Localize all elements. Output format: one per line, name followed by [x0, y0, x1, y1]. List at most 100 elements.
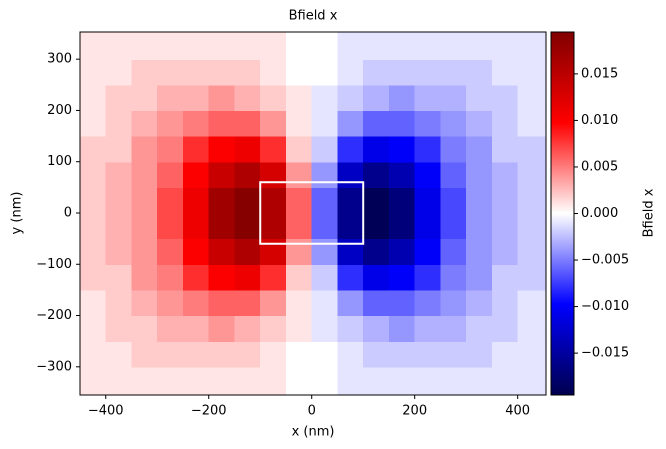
chart-title: Bfield x	[289, 9, 338, 24]
heatmap-cell	[285, 341, 313, 368]
heatmap-cell	[208, 110, 236, 137]
heatmap-cell	[234, 341, 261, 368]
heatmap-cell	[440, 366, 467, 396]
heatmap-cell	[80, 315, 107, 342]
heatmap-cell	[311, 238, 339, 265]
heatmap-cell	[311, 289, 339, 317]
heatmap-cell	[80, 238, 107, 265]
heatmap-cell	[466, 32, 493, 60]
heatmap-cell	[491, 161, 519, 188]
heatmap-cell	[260, 212, 287, 240]
heatmap-cell	[285, 59, 313, 86]
heatmap-cell	[182, 366, 210, 396]
heatmap-cell	[414, 110, 442, 137]
heatmap-cell	[157, 136, 184, 163]
heatmap-cell	[311, 366, 339, 396]
heatmap-cell	[182, 289, 210, 317]
heatmap-cell	[105, 59, 133, 86]
heatmap-cell	[517, 212, 547, 240]
heatmap-cell	[363, 32, 390, 60]
heatmap-cell	[208, 238, 236, 265]
heatmap-cell	[80, 212, 107, 240]
heatmap-cell	[363, 110, 390, 137]
heatmap-cell	[260, 161, 287, 188]
x-axis-label: x (nm)	[292, 425, 335, 440]
heatmap-cell	[466, 238, 493, 265]
heatmap-cell	[337, 187, 364, 214]
heatmap-cell	[182, 84, 210, 112]
x-tick-label: 0	[308, 404, 316, 419]
heatmap-cell	[157, 212, 184, 240]
heatmap-cell	[260, 264, 287, 291]
heatmap-cell	[491, 289, 519, 317]
heatmap-cell	[414, 212, 442, 240]
heatmap-cell	[285, 187, 313, 214]
heatmap-cell	[131, 315, 158, 342]
heatmap-cell	[182, 315, 210, 342]
heatmap-cell	[311, 315, 339, 342]
heatmap-cell	[285, 264, 313, 291]
heatmap-cell	[466, 161, 493, 188]
heatmap-cell	[491, 187, 519, 214]
heatmap-cell	[517, 161, 547, 188]
colorbar-tick-label: −0.015	[581, 346, 629, 361]
colorbar-label: Bfield x	[642, 188, 657, 237]
heatmap-cell	[234, 84, 261, 112]
heatmap	[80, 32, 547, 396]
heatmap-cell	[157, 264, 184, 291]
heatmap-cell	[363, 289, 390, 317]
heatmap-cell	[311, 161, 339, 188]
heatmap-cell	[105, 136, 133, 163]
heatmap-cell	[234, 315, 261, 342]
heatmap-cell	[208, 341, 236, 368]
heatmap-cell	[182, 264, 210, 291]
heatmap-cell	[105, 84, 133, 112]
heatmap-cell	[285, 32, 313, 60]
heatmap-cell	[157, 110, 184, 137]
heatmap-cell	[414, 187, 442, 214]
heatmap-cell	[491, 341, 519, 368]
heatmap-cell	[157, 289, 184, 317]
outline-box	[259, 181, 365, 245]
heatmap-cell	[182, 187, 210, 214]
y-tick-label: −300	[36, 359, 72, 374]
heatmap-cell	[363, 84, 390, 112]
heatmap-cell	[208, 212, 236, 240]
heatmap-cell	[466, 212, 493, 240]
heatmap-cell	[414, 59, 442, 86]
heatmap-cell	[260, 238, 287, 265]
heatmap-cell	[388, 187, 416, 214]
heatmap-cell	[466, 341, 493, 368]
heatmap-cell	[466, 315, 493, 342]
x-tick-label: −400	[88, 404, 124, 419]
heatmap-cell	[440, 187, 467, 214]
heatmap-cell	[388, 212, 416, 240]
heatmap-cell	[517, 136, 547, 163]
heatmap-cell	[285, 110, 313, 137]
heatmap-cell	[440, 59, 467, 86]
heatmap-cell	[182, 110, 210, 137]
heatmap-cell	[105, 212, 133, 240]
heatmap-cell	[414, 32, 442, 60]
heatmap-cell	[337, 84, 364, 112]
heatmap-cell	[131, 84, 158, 112]
heatmap-cell	[517, 366, 547, 396]
heatmap-cell	[234, 59, 261, 86]
heatmap-cell	[234, 264, 261, 291]
heatmap-cell	[157, 341, 184, 368]
heatmap-cell	[440, 161, 467, 188]
x-tick-label: 400	[505, 404, 530, 419]
heatmap-cell	[363, 59, 390, 86]
heatmap-cell	[80, 366, 107, 396]
x-tick-label: 200	[402, 404, 427, 419]
heatmap-cell	[157, 161, 184, 188]
heatmap-cell	[105, 315, 133, 342]
heatmap-cell	[337, 238, 364, 265]
heatmap-cell	[285, 366, 313, 396]
heatmap-cell	[80, 59, 107, 86]
heatmap-cell	[182, 238, 210, 265]
heatmap-cell	[311, 187, 339, 214]
heatmap-cell	[234, 110, 261, 137]
heatmap-cell	[208, 59, 236, 86]
